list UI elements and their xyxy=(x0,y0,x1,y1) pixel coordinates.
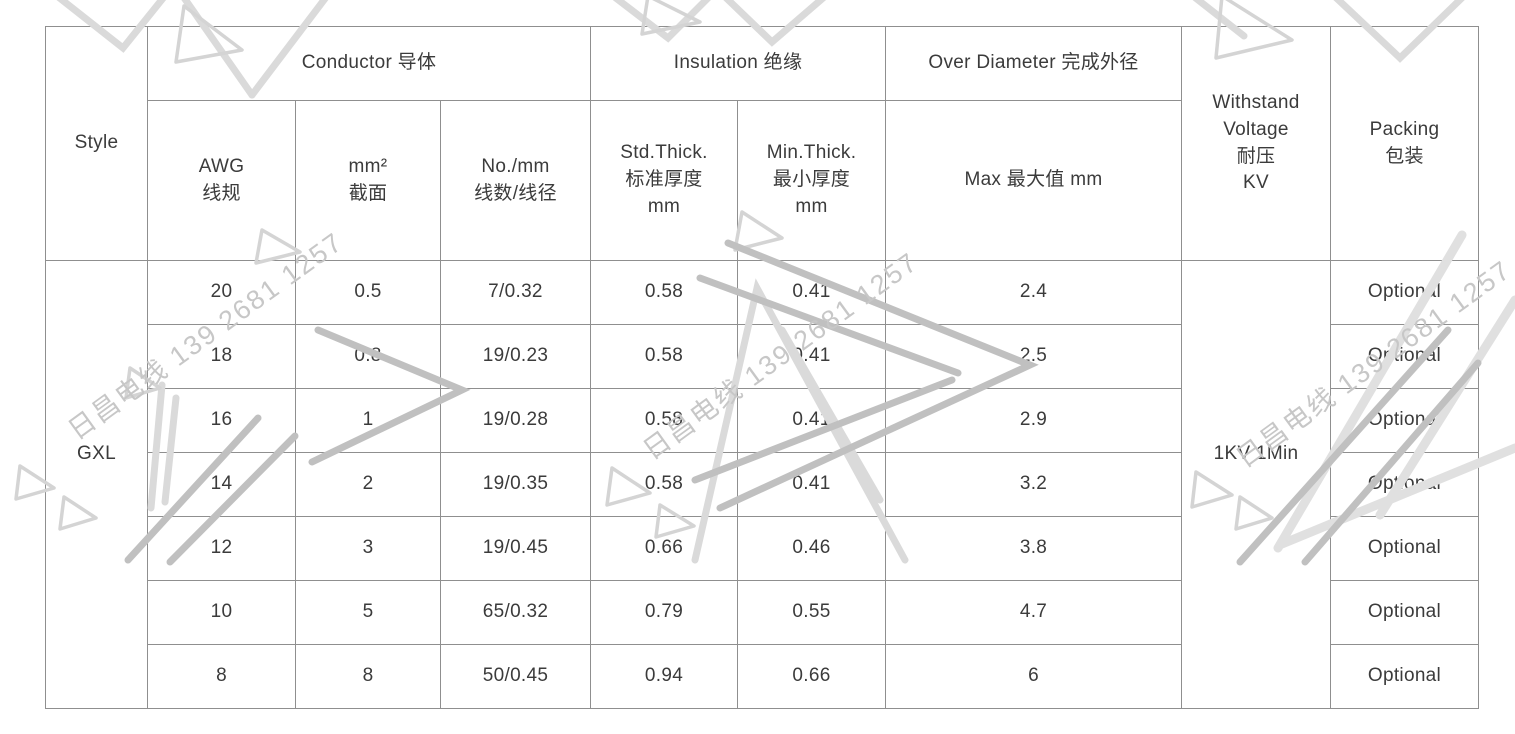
cell-max-diameter: 6 xyxy=(885,644,1182,709)
cell-packing: Optional xyxy=(1330,260,1479,325)
header-sub-row: AWG 线规 mm² 截面 No./mm 线数/线径 Std.Thick. 标准… xyxy=(46,100,1479,261)
cell-mm2: 3 xyxy=(295,516,441,581)
cell-min-thick: 0.41 xyxy=(737,388,886,453)
cell-awg: 16 xyxy=(147,388,296,453)
cell-std-thick: 0.94 xyxy=(590,644,738,709)
header-group-row: Style Conductor 导体 Insulation 绝缘 Over Di… xyxy=(45,26,1479,261)
cell-std-thick: 0.58 xyxy=(590,452,738,517)
cell-no-mm: 19/0.45 xyxy=(440,516,591,581)
cell-awg: 10 xyxy=(147,580,296,645)
cell-min-thick: 0.41 xyxy=(737,260,886,325)
cell-awg: 8 xyxy=(147,644,296,709)
subheader-awg: AWG 线规 xyxy=(147,100,296,261)
cell-awg: 20 xyxy=(147,260,296,325)
cell-std-thick: 0.79 xyxy=(590,580,738,645)
cell-std-thick: 0.58 xyxy=(590,260,738,325)
cell-mm2: 0.5 xyxy=(295,260,441,325)
header-style: Style xyxy=(45,26,148,261)
header-packing: Packing 包装 xyxy=(1330,26,1479,261)
spec-table: Style Conductor 导体 Insulation 绝缘 Over Di… xyxy=(45,26,1479,709)
cell-packing: Optional xyxy=(1330,580,1479,645)
cell-min-thick: 0.41 xyxy=(737,452,886,517)
cell-no-mm: 50/0.45 xyxy=(440,644,591,709)
cell-max-diameter: 2.4 xyxy=(885,260,1182,325)
cell-mm2: 8 xyxy=(295,644,441,709)
cell-max-diameter: 3.8 xyxy=(885,516,1182,581)
cell-mm2: 1 xyxy=(295,388,441,453)
header-over-diameter-group: Over Diameter 完成外径 xyxy=(885,26,1182,101)
subheader-min-thick: Min.Thick. 最小厚度 mm xyxy=(737,100,886,261)
cell-mm2: 0.8 xyxy=(295,324,441,389)
cell-no-mm: 19/0.35 xyxy=(440,452,591,517)
subheader-mm2: mm² 截面 xyxy=(295,100,441,261)
table-row: 8 8 50/0.45 0.94 0.66 6 Optional xyxy=(46,644,1479,709)
cell-max-diameter: 2.5 xyxy=(885,324,1182,389)
cell-packing: Optional xyxy=(1330,324,1479,389)
cell-max-diameter: 3.2 xyxy=(885,452,1182,517)
cell-awg: 14 xyxy=(147,452,296,517)
cell-withstand-value: 1KV 1Min xyxy=(1181,260,1331,709)
cell-no-mm: 7/0.32 xyxy=(440,260,591,325)
cell-no-mm: 65/0.32 xyxy=(440,580,591,645)
cell-packing: Optional xyxy=(1330,452,1479,517)
header-withstand-voltage: Withstand Voltage 耐压 KV xyxy=(1181,26,1331,261)
cell-style-value: GXL xyxy=(45,260,148,709)
cell-max-diameter: 2.9 xyxy=(885,388,1182,453)
cell-min-thick: 0.55 xyxy=(737,580,886,645)
header-insulation-group: Insulation 绝缘 xyxy=(590,26,886,101)
cell-max-diameter: 4.7 xyxy=(885,580,1182,645)
cell-std-thick: 0.58 xyxy=(590,388,738,453)
subheader-std-thick: Std.Thick. 标准厚度 mm xyxy=(590,100,738,261)
table-row: 10 5 65/0.32 0.79 0.55 4.7 Optional xyxy=(46,580,1479,645)
cell-packing: Optional xyxy=(1330,516,1479,581)
header-conductor-group: Conductor 导体 xyxy=(147,26,591,101)
subheader-no-mm: No./mm 线数/线径 xyxy=(440,100,591,261)
cell-min-thick: 0.41 xyxy=(737,324,886,389)
cell-no-mm: 19/0.23 xyxy=(440,324,591,389)
table-row: GXL 20 0.5 7/0.32 0.58 0.41 2.4 1KV 1Min… xyxy=(45,260,1479,709)
cell-mm2: 5 xyxy=(295,580,441,645)
cell-std-thick: 0.58 xyxy=(590,324,738,389)
subheader-max: Max 最大值 mm xyxy=(885,100,1182,261)
cell-packing: Optional xyxy=(1330,644,1479,709)
cell-mm2: 2 xyxy=(295,452,441,517)
cell-awg: 12 xyxy=(147,516,296,581)
cell-std-thick: 0.66 xyxy=(590,516,738,581)
cell-no-mm: 19/0.28 xyxy=(440,388,591,453)
cell-min-thick: 0.66 xyxy=(737,644,886,709)
cell-awg: 18 xyxy=(147,324,296,389)
cell-packing: Optional xyxy=(1330,388,1479,453)
cell-min-thick: 0.46 xyxy=(737,516,886,581)
